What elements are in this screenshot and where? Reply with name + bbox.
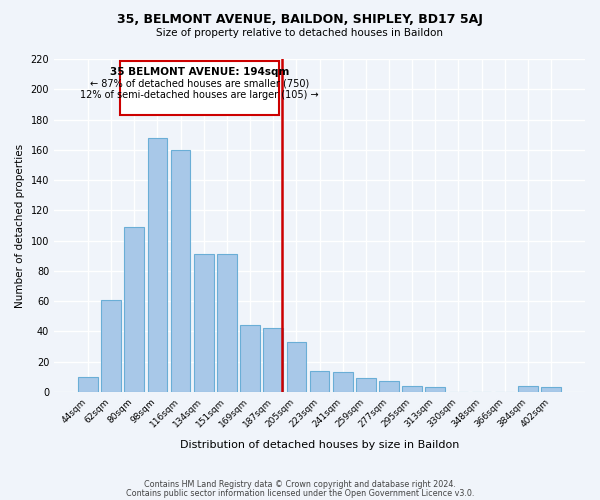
Bar [356, 378, 376, 392]
Bar [194, 254, 214, 392]
Text: Size of property relative to detached houses in Baildon: Size of property relative to detached ho… [157, 28, 443, 38]
Text: Contains HM Land Registry data © Crown copyright and database right 2024.: Contains HM Land Registry data © Crown c… [144, 480, 456, 489]
Bar [148, 138, 167, 392]
Text: Contains public sector information licensed under the Open Government Licence v3: Contains public sector information licen… [126, 488, 474, 498]
Text: ← 87% of detached houses are smaller (750): ← 87% of detached houses are smaller (75… [90, 78, 310, 88]
Bar [518, 386, 538, 392]
Bar [78, 377, 98, 392]
Bar [402, 386, 422, 392]
Bar [240, 326, 260, 392]
Bar [287, 342, 306, 392]
Bar [124, 227, 144, 392]
Text: 35, BELMONT AVENUE, BAILDON, SHIPLEY, BD17 5AJ: 35, BELMONT AVENUE, BAILDON, SHIPLEY, BD… [117, 12, 483, 26]
Bar [310, 371, 329, 392]
Bar [263, 328, 283, 392]
X-axis label: Distribution of detached houses by size in Baildon: Distribution of detached houses by size … [180, 440, 459, 450]
Bar [217, 254, 237, 392]
FancyBboxPatch shape [121, 60, 279, 115]
Bar [171, 150, 190, 392]
Y-axis label: Number of detached properties: Number of detached properties [15, 144, 25, 308]
Bar [379, 382, 399, 392]
Bar [425, 388, 445, 392]
Text: 12% of semi-detached houses are larger (105) →: 12% of semi-detached houses are larger (… [80, 90, 319, 100]
Bar [541, 388, 561, 392]
Text: 35 BELMONT AVENUE: 194sqm: 35 BELMONT AVENUE: 194sqm [110, 68, 289, 78]
Bar [333, 372, 353, 392]
Bar [101, 300, 121, 392]
